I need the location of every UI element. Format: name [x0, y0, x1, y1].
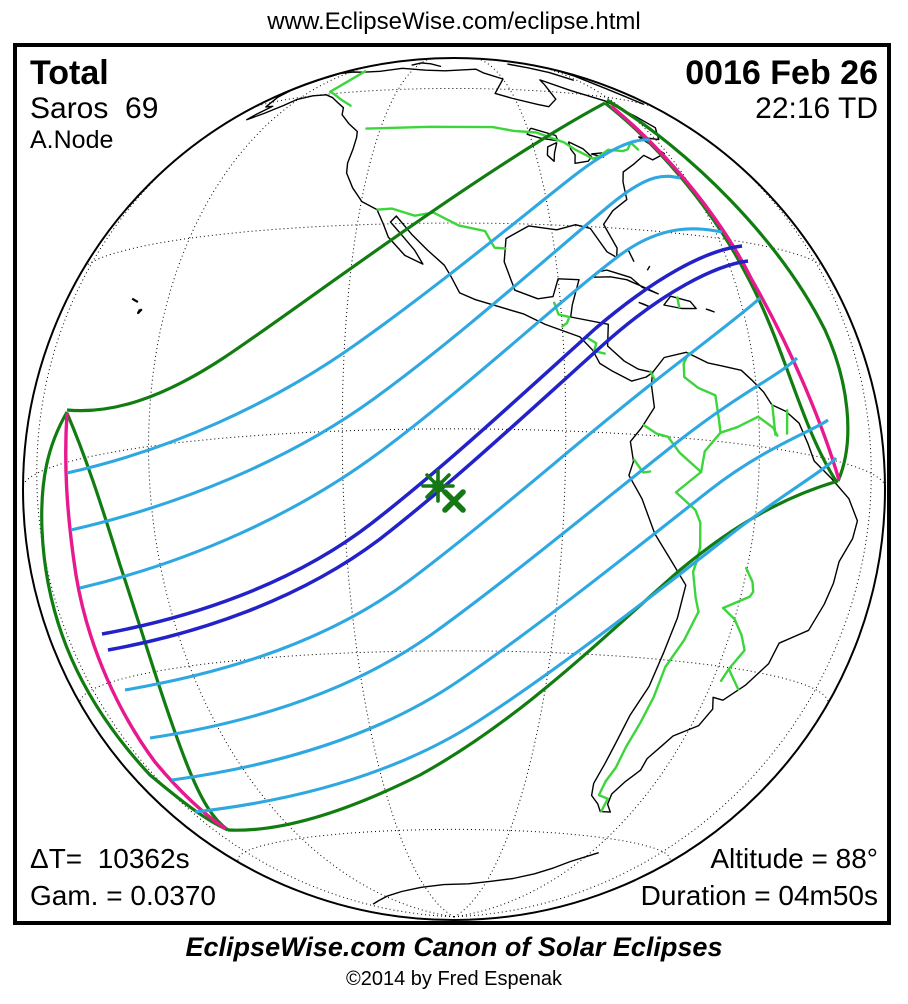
eclipse-time: 22:16 TD [755, 92, 878, 126]
duration-value: Duration = 04m50s [640, 879, 878, 911]
eclipse-type-block: Total Saros 69 A.Node [30, 54, 158, 154]
saros-number: Saros 69 [30, 92, 159, 126]
page-url-text: www.EclipseWise.com/eclipse.html [267, 8, 641, 35]
eclipse-type: Total [30, 54, 109, 92]
altitude-value: Altitude = 88° [710, 843, 878, 875]
canon-caption: EclipseWise.com Canon of Solar Eclipses [185, 932, 723, 962]
node-label: A.Node [30, 125, 114, 154]
eclipse-date: 0016 Feb 26 [685, 54, 878, 92]
gamma-value: Gam. = 0.0370 [30, 879, 217, 911]
copyright-line: ©2014 by Fred Espenak [346, 968, 562, 990]
eclipse-date-block: 0016 Feb 26 22:16 TD [685, 54, 878, 126]
altitude-duration-block: Altitude = 88° Duration = 04m50s [641, 841, 878, 914]
map-frame [13, 43, 891, 925]
delta-t-value: ΔT= 10362s [30, 843, 190, 875]
delta-t-gamma-block: ΔT= 10362s Gam. = 0.0370 [30, 841, 216, 914]
